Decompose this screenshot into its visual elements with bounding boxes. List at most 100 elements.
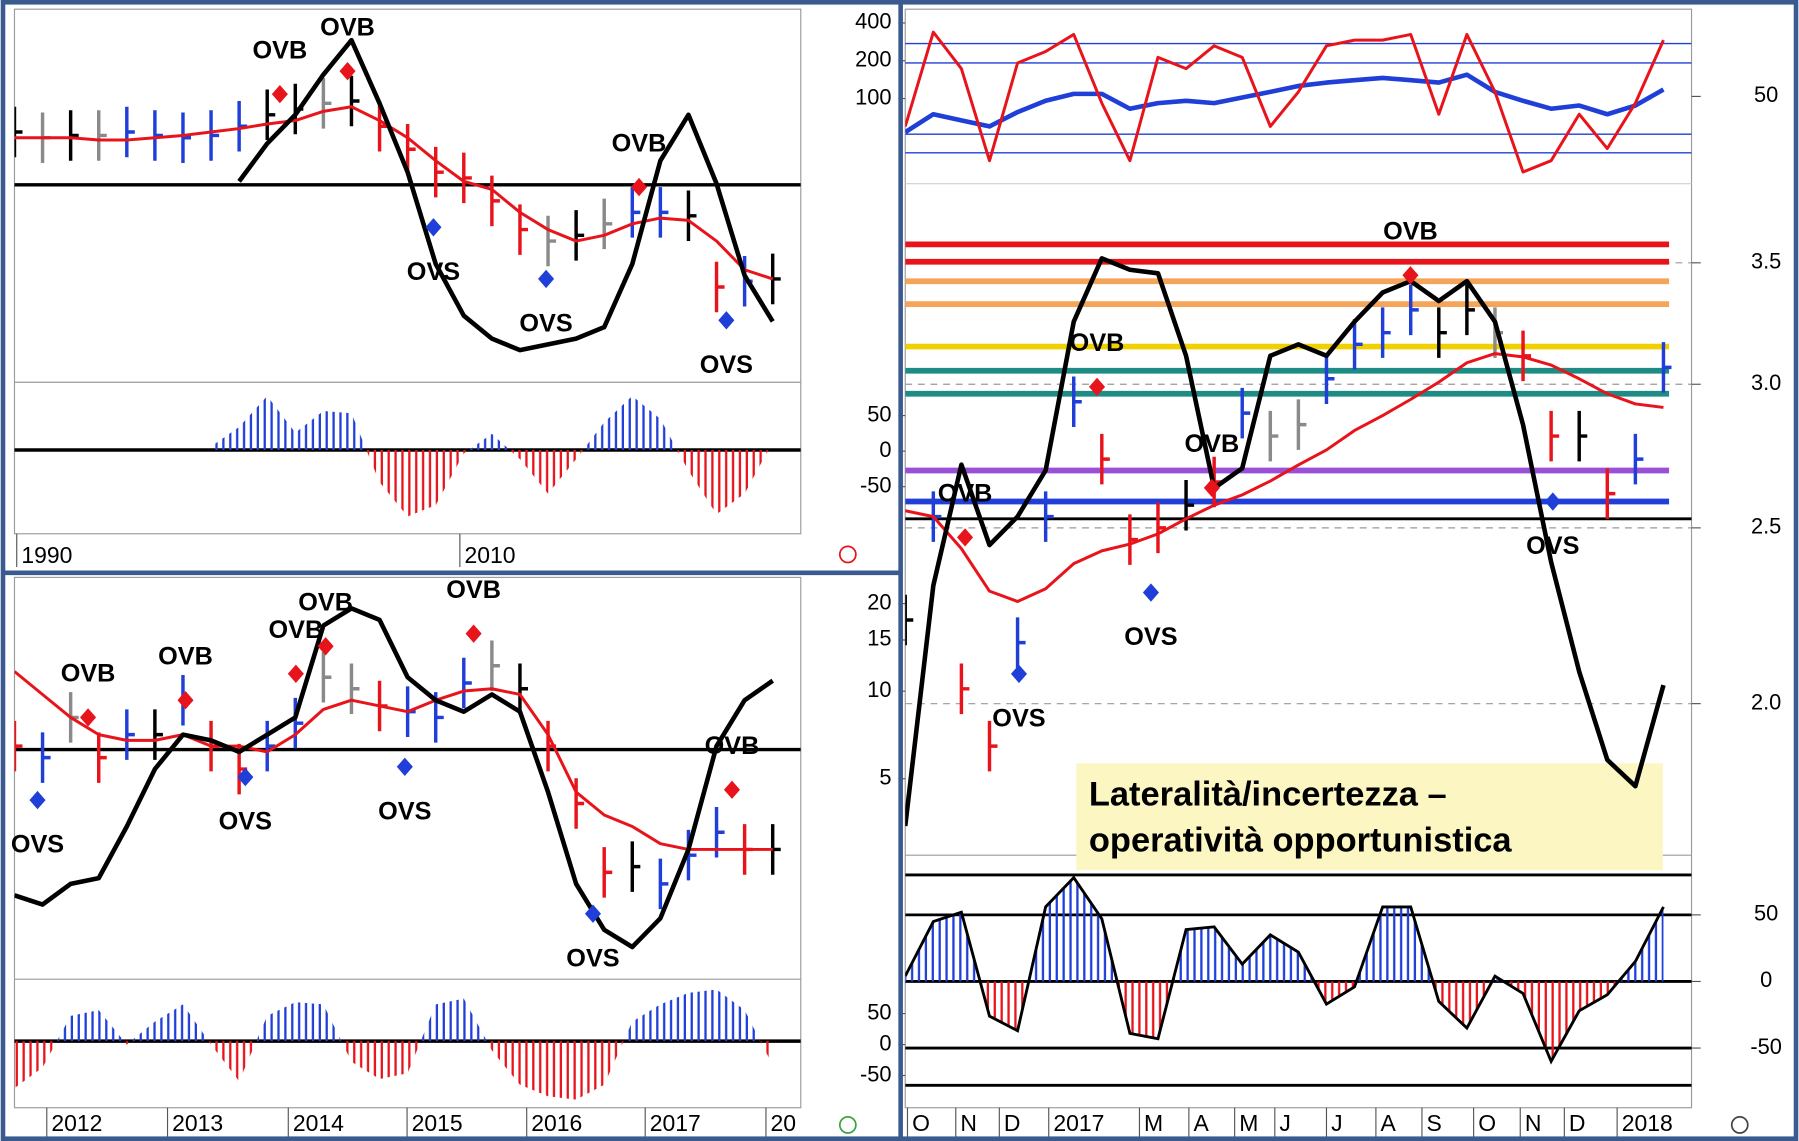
plot-layer [905,241,1692,827]
series-line [905,30,1665,174]
series-line [905,256,1666,827]
signal-label: OVS [519,310,572,338]
signal-marker [465,624,482,643]
price-bar [265,89,276,141]
mood-icon [838,545,1749,1134]
icon [838,1116,857,1134]
price-bar [181,112,192,163]
signal-label: OVS [1124,623,1177,651]
signal-label: OVB [1185,430,1240,458]
price-bar [1380,307,1391,358]
y-tick-label: 10 [867,677,891,702]
price-bar [1549,410,1560,462]
price-bar [97,110,107,161]
x-tick-label: M [1144,1110,1163,1136]
y-tick-label: 3.5 [1751,249,1781,274]
histogram-area [14,1041,773,1100]
y-tick-label: -50 [1750,1034,1782,1059]
y-tick-label: 0 [1760,967,1772,992]
price-bar [987,720,998,772]
x-tick-label: O [912,1110,930,1136]
price-bar [714,261,725,313]
panel-frame [904,8,1693,1109]
price-bar [1661,342,1672,393]
signal-label: OVS [1526,532,1579,560]
y-tick-label: 15 [867,626,891,651]
signal-marker [237,767,254,787]
signal-label: OVS [566,944,619,972]
plot-layer [14,396,801,517]
signal-label: OVB [612,129,667,157]
price-bar [153,709,163,760]
plot-layer [905,30,1692,174]
signal-label: OVB [320,13,375,41]
signal-marker [1402,266,1419,285]
price-bar [1268,410,1279,462]
price-bar [1437,307,1447,358]
price-bar [462,152,472,204]
signal-label: OVS [700,351,753,379]
signal-label: OVB [705,732,760,760]
price-bar [574,210,585,261]
price-bar [293,697,304,749]
signal-marker [339,61,356,81]
price-bar [1324,353,1335,405]
x-tick-label: D [1569,1110,1586,1136]
signal-marker [29,790,46,810]
x-tick-label: 2013 [172,1110,223,1136]
note-text: operatività opportunistica [1089,822,1513,860]
price-bar [602,847,613,898]
price-bar [1633,433,1644,485]
price-bar [686,190,697,242]
y-tick-label: 20 [867,589,891,614]
x-tick-label: J [1279,1110,1290,1136]
price-bar [658,858,669,910]
signal-label: OVB [252,36,307,64]
price-bar [209,110,220,161]
signal-marker [723,780,741,799]
price-bar [1352,319,1363,370]
y-tick-label: -50 [860,472,892,497]
signal-label: OVB [61,660,116,688]
x-tick-label: 2010 [464,542,515,568]
icon [1730,1116,1749,1134]
signal-label: OVB [298,588,353,616]
price-bar [658,187,669,238]
price-bar [1156,502,1167,554]
x-tick-label: 1990 [21,542,72,568]
series-line [237,37,775,353]
price-bar [602,198,613,250]
signal-label: OVS [378,797,431,825]
y-tick-label: 2.5 [1751,514,1781,539]
signal-marker [1010,664,1028,684]
price-bar [630,841,641,892]
signal-label: OVS [407,258,460,286]
plot-layer [14,37,801,353]
series-line [905,352,1664,603]
series-line [14,670,773,851]
price-bar [518,663,528,714]
price-bar [490,640,500,692]
signal-label: OVS [219,808,272,836]
x-tick-label: 2015 [412,1110,463,1136]
price-bar [97,732,107,783]
signal-marker [630,177,648,197]
signal-label: OVS [11,831,64,859]
plot-layer [14,989,801,1100]
price-bar [1577,410,1588,462]
x-tick-label: S [1427,1110,1442,1136]
y-tick-label: 100 [855,84,891,109]
price-bar [1409,284,1419,336]
price-bar [1128,514,1138,565]
histogram-area [14,989,773,1042]
y-tick-label: 0 [879,437,891,462]
y-tick-label: -50 [860,1061,892,1086]
price-bar [1605,468,1616,519]
x-tick-label: 20 [771,1110,797,1136]
price-bar [405,123,416,175]
price-bar [349,75,360,127]
price-bar [321,78,332,129]
signal-marker [177,691,194,710]
series-line [14,606,775,950]
